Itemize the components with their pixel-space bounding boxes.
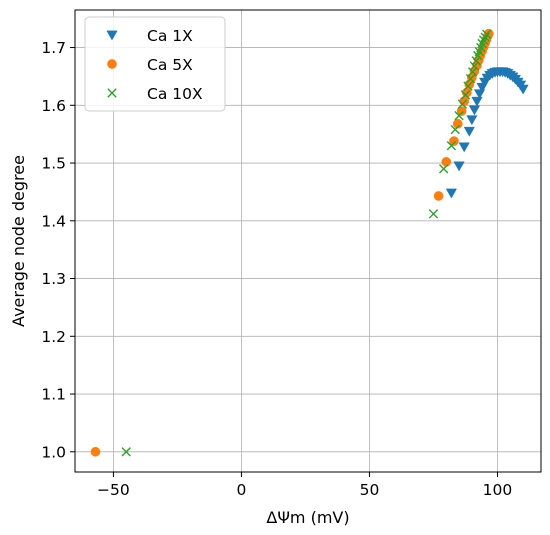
y-tick-label: 1.5 — [41, 155, 66, 173]
legend-box — [84, 16, 226, 112]
axis-ticks: −50 0 50 100 1.0 1.1 1.2 1.3 1.4 1.5 1.6 1.7 — [41, 39, 512, 499]
legend-label-ca-1x: Ca 1X — [147, 27, 193, 45]
legend-marker-ca-1x — [106, 30, 118, 41]
y-tick-label: 1.4 — [41, 212, 66, 230]
x-tick-label: 100 — [483, 481, 513, 499]
data-point-ca-5x — [433, 191, 444, 201]
data-point-ca-10x — [467, 67, 478, 77]
legend-label-ca-10x: Ca 10X — [147, 85, 203, 103]
data-point-ca-10x — [460, 90, 471, 100]
data-point-ca-10x — [454, 110, 464, 121]
data-point-ca-1x — [517, 84, 529, 95]
y-tick-label: 1.6 — [41, 97, 66, 115]
data-point-ca-1x — [453, 161, 465, 172]
data-point-ca-10x — [121, 447, 131, 457]
data-point-ca-10x — [428, 209, 439, 219]
data-point-ca-1x — [471, 96, 483, 107]
x-tick-label: −50 — [97, 481, 130, 499]
legend-marker-ca-5x — [107, 59, 117, 69]
data-point-ca-10x — [439, 164, 449, 174]
data-point-ca-5x — [90, 446, 101, 457]
x-tick-label: 0 — [236, 481, 246, 499]
data-point-ca-1x — [468, 105, 481, 116]
data-point-ca-10x — [463, 81, 473, 91]
y-tick-label: 1.2 — [41, 328, 66, 346]
y-tick-label: 1.0 — [41, 443, 66, 461]
data-point-ca-5x — [449, 136, 459, 146]
data-point-ca-10x — [480, 32, 490, 42]
legend: Ca 1X Ca 5X Ca 10X — [84, 16, 226, 112]
data-points — [90, 28, 529, 457]
data-point-ca-10x — [457, 99, 468, 109]
data-point-ca-10x — [446, 141, 457, 151]
plot-frame — [74, 9, 542, 473]
data-point-ca-10x — [478, 35, 489, 45]
legend-marker-ca-10x — [107, 88, 117, 98]
y-tick-label: 1.1 — [41, 386, 66, 404]
data-point-ca-10x — [450, 124, 460, 135]
data-point-ca-5x — [456, 106, 467, 116]
legend-label-ca-5x: Ca 5X — [147, 56, 193, 74]
data-point-ca-1x — [466, 115, 478, 126]
data-point-ca-10x — [471, 56, 481, 66]
data-point-ca-1x — [463, 126, 475, 137]
data-point-ca-5x — [441, 157, 452, 167]
y-tick-label: 1.7 — [41, 39, 66, 57]
data-point-ca-5x — [452, 118, 463, 129]
y-tick-label: 1.3 — [41, 270, 66, 288]
x-tick-label: 50 — [360, 481, 380, 499]
x-axis-label: ΔΨm (mV) — [266, 508, 349, 527]
data-point-ca-10x — [465, 74, 476, 84]
y-axis-label: Average node degree — [9, 155, 28, 327]
data-point-ca-10x — [469, 61, 480, 71]
data-point-ca-5x — [459, 96, 470, 107]
data-point-ca-1x — [445, 188, 458, 199]
data-point-ca-1x — [458, 142, 470, 153]
data-point-ca-10x — [482, 29, 492, 39]
